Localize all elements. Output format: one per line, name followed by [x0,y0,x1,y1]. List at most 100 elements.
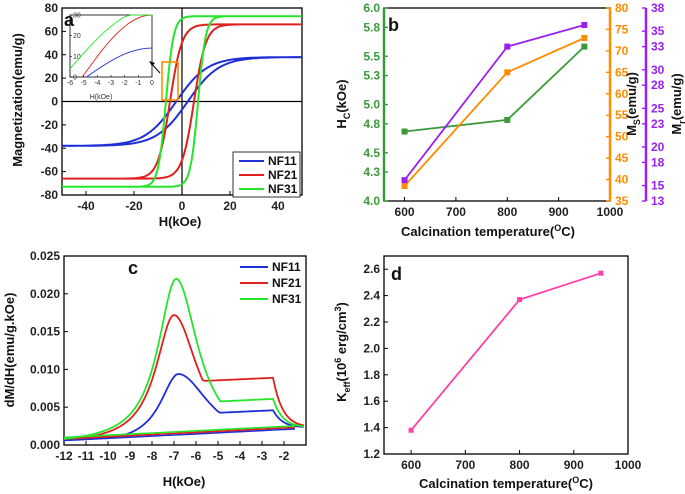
x-tick-label: -2 [279,449,290,463]
y-tick-label-mr: 18 [651,155,665,169]
y-tick-label: 80 [45,1,59,15]
y-tick-label: 1.6 [363,394,380,408]
x-tick-label: -5 [213,449,224,463]
y-tick-label-mr: 28 [651,78,665,92]
y-tick-label: 0.010 [30,362,60,376]
y-tick-label-hc: 5.5 [363,49,380,63]
legend-label-nf31: NF31 [268,182,298,196]
panel-c-frame [63,255,307,446]
marker-ms [581,35,588,42]
x-tick-label: 700 [446,205,466,219]
inset-x-tick-label: -1 [135,80,141,87]
y-tick-label: 0.005 [30,400,60,414]
panel-c-xlabel: H(kOe) [163,474,206,489]
panel-a-curves [61,15,303,188]
panel-c-curves [63,277,304,442]
x-tick-label: 800 [497,205,517,219]
y-tick-label-mr: 33 [651,40,665,54]
x-tick-label: 40 [271,199,285,213]
y-tick-label: 40 [45,48,59,62]
x-tick-label: -8 [147,449,158,463]
y-tick-label-mr: 23 [651,117,665,131]
line-ms [403,37,585,187]
y-tick-label-hc: 4.0 [363,194,380,208]
x-tick-label: 900 [549,205,569,219]
inset-x-tick-label: -3 [108,80,114,87]
y-tick-label-mr: 38 [651,1,665,15]
panel-b-curves [401,21,588,189]
y-tick-label-ms: 55 [615,108,629,122]
x-tick-label: 20 [223,199,237,213]
x-tick-label: 1000 [597,205,624,219]
inset-curve-nf21 [81,14,153,78]
panel-a-ylabel: Magnetization(emu/g) [10,33,25,167]
x-tick-label: -40 [77,199,95,213]
x-tick-label: 700 [455,458,475,472]
x-tick-label: -20 [125,199,143,213]
y-tick-label: -80 [41,188,59,202]
marker-ms [401,182,408,189]
marker-ms [504,69,511,76]
panel-c-legend: NF11 NF21 NF31 [240,260,302,306]
y-tick-label-hc: 6.0 [363,1,380,15]
panel-b-xlabel: Calcination temperature(OC) [401,223,575,239]
y-tick-label-hc: 4.3 [363,165,380,179]
inset-y-tick-label: 0 [73,75,77,82]
inset-y-tick-label: 30 [73,13,81,20]
y-tick-label-mr: 20 [651,140,665,154]
legend-label-nf21: NF21 [268,168,298,182]
panel-b-ylabel-mr: Mr(emu/g) [669,73,685,134]
dmdh-nf21 [63,314,304,440]
x-tick-label: -9 [125,449,136,463]
y-tick-label-ms: 45 [615,151,629,165]
panel-c: -12 -11 -10 -9 -8 -7 -6 -5 -4 -3 -2 0.000 0.005 0.010… [2,249,307,489]
x-tick-label: 600 [395,205,415,219]
keff-marker [517,297,523,303]
y-tick-label: -60 [41,165,59,179]
y-tick-label-ms: 65 [615,65,629,79]
keff-line [410,272,602,431]
x-tick-label: -6 [191,449,202,463]
y-tick-label: 60 [45,24,59,38]
inset-y-tick-label: 20 [73,33,81,40]
y-tick-label-ms: 80 [615,1,629,15]
panel-b-ylabel-ms: MS(emu/g) [624,72,642,136]
marker-mr [504,43,511,50]
dmdh-return-nf11 [63,428,296,442]
inset-curve-nf11 [86,47,153,78]
x-tick-label: 600 [401,458,421,472]
zoom-box [161,61,179,101]
keff-marker [408,427,414,433]
panel-label-d: d [391,264,402,284]
inset-frame [69,14,153,78]
panel-d-ticks: 600 700 800 900 1000 1.2 1.4 1.6 1.8 2.0 2.2 2.4 2.6 [363,262,641,472]
x-tick-label: 800 [510,458,530,472]
x-tick-label: -3 [257,449,268,463]
inset-xlabel: H(kOe) [90,94,113,101]
y-tick-label-ms: 60 [615,87,629,101]
hysteresis-nf31 [62,15,302,188]
y-tick-label: 1.4 [363,421,380,435]
legend-c-label-nf11: NF11 [272,260,301,274]
x-tick-label: 1000 [615,458,642,472]
marker-hc [504,116,511,123]
y-tick-label-mr: 30 [651,63,665,77]
inset-curve-nf31 [69,14,152,69]
panel-d-curves [408,270,604,433]
x-tick-label: -11 [78,449,95,463]
legend-label-nf11: NF11 [268,154,297,168]
y-tick-label-hc: 5.8 [363,20,380,34]
legend-c-label-nf21: NF21 [272,276,302,290]
hysteresis-nf11 [61,56,303,147]
hysteresis-nf21 [62,23,302,180]
inset-y-tick-label: 10 [73,54,81,61]
x-tick-label: 0 [179,199,186,213]
y-tick-label: -20 [41,118,59,132]
y-tick-label-ms: 40 [615,173,629,187]
panel-label-c: c [128,258,138,278]
y-tick-label: 1.2 [363,447,380,461]
y-tick-label: 0.020 [30,287,60,301]
panel-c-ticks: -12 -11 -10 -9 -8 -7 -6 -5 -4 -3 -2 0.000 0.005 0.010… [30,249,290,463]
